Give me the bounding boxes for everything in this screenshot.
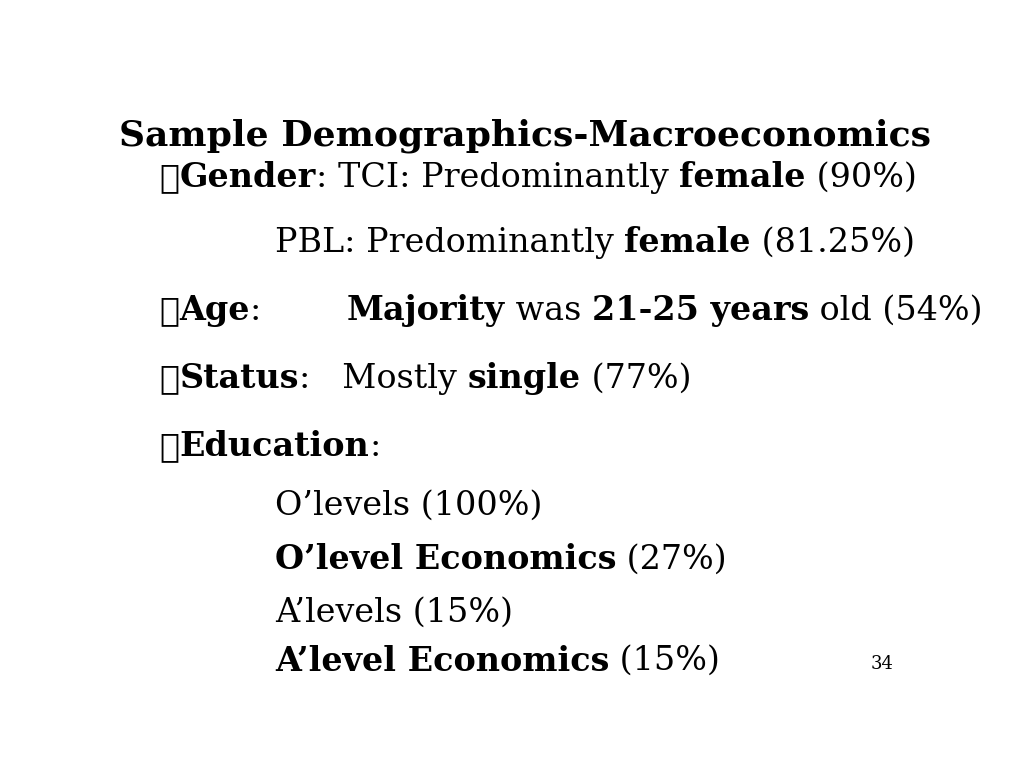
Text: :   Mostly: : Mostly — [299, 363, 468, 395]
Text: (27%): (27%) — [616, 543, 727, 575]
Text: (77%): (77%) — [581, 363, 691, 395]
Text: Age: Age — [180, 294, 250, 327]
Text: A’level Economics: A’level Economics — [274, 644, 609, 677]
Text: Gender: Gender — [180, 161, 316, 194]
Text: Education: Education — [180, 431, 370, 463]
Text: : TCI: Predominantly: : TCI: Predominantly — [316, 162, 680, 194]
Text: ❖: ❖ — [160, 161, 180, 194]
Text: Sample Demographics-Macroeconomics: Sample Demographics-Macroeconomics — [119, 119, 931, 154]
Text: female: female — [680, 161, 806, 194]
Text: PBL: Predominantly: PBL: Predominantly — [274, 227, 625, 259]
Text: 34: 34 — [871, 655, 894, 673]
Text: ❖: ❖ — [160, 294, 180, 327]
Text: O’levels (100%): O’levels (100%) — [274, 490, 542, 522]
Text: Majority: Majority — [346, 294, 505, 327]
Text: (90%): (90%) — [806, 162, 916, 194]
Text: ❖: ❖ — [160, 362, 180, 396]
Text: female: female — [625, 227, 751, 260]
Text: A’levels (15%): A’levels (15%) — [274, 597, 513, 628]
Text: old (54%): old (54%) — [809, 295, 982, 327]
Text: (15%): (15%) — [609, 645, 720, 677]
Text: was: was — [505, 295, 592, 327]
Text: ❖: ❖ — [160, 431, 180, 463]
Text: single: single — [468, 362, 581, 396]
Text: Status: Status — [180, 362, 299, 396]
Text: :: : — [250, 295, 346, 327]
Text: (81.25%): (81.25%) — [751, 227, 914, 259]
Text: O’level Economics: O’level Economics — [274, 543, 616, 576]
Text: :: : — [370, 431, 381, 463]
Text: 21-25 years: 21-25 years — [592, 294, 809, 327]
